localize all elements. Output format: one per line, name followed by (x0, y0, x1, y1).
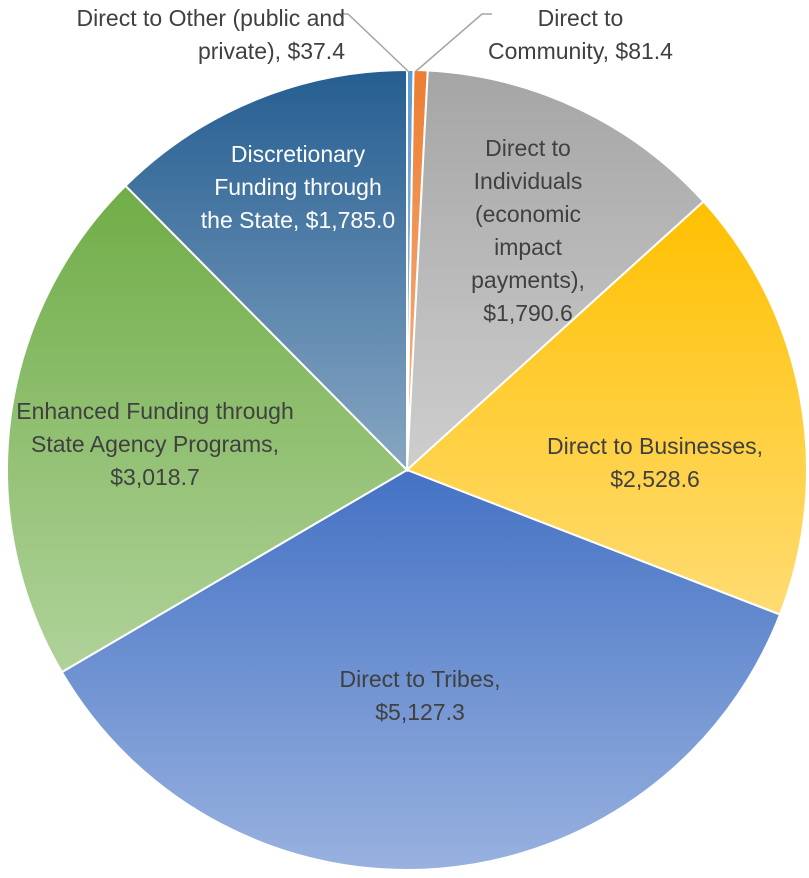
slice-label: Direct to Community, $81.4 (478, 2, 683, 68)
pie-slice (405, 69, 705, 473)
category-label: Direct to Community, (488, 5, 624, 64)
slice-label: Direct to Other (public and private), $3… (55, 2, 345, 68)
category-label: Direct to Other (public and private), (76, 5, 345, 64)
category-label: Enhanced Funding through State Agency Pr… (16, 398, 294, 457)
slice-label: Enhanced Funding through State Agency Pr… (15, 395, 295, 494)
category-label: Direct to Tribes, (339, 666, 501, 692)
category-label: Direct to Individuals (economic impact p… (471, 135, 585, 293)
value-label: $5,127.3 (375, 699, 465, 725)
leader-line (414, 13, 492, 73)
value-label: $1,790.6 (483, 300, 573, 326)
value-label: $37.4 (287, 38, 345, 64)
value-label: $81.4 (615, 38, 673, 64)
value-label: $2,528.6 (610, 466, 700, 492)
value-label: $1,785.0 (305, 207, 396, 233)
pie-slice (405, 200, 808, 616)
pie-slice (60, 468, 782, 871)
pie-slice (124, 68, 408, 473)
slice-label: Direct to Businesses, $2,528.6 (515, 430, 795, 496)
category-label: Discretionary Funding through the State, (200, 141, 382, 233)
category-label: Direct to Businesses, (546, 433, 764, 459)
pie-slice (6, 184, 409, 674)
value-label: $3,018.7 (110, 464, 200, 490)
slice-label: Discretionary Funding through the State,… (198, 138, 398, 237)
slice-label: Direct to Individuals (economic impact p… (458, 132, 598, 330)
slice-label: Direct to Tribes, $5,127.3 (295, 663, 545, 729)
leader-line (338, 13, 410, 73)
